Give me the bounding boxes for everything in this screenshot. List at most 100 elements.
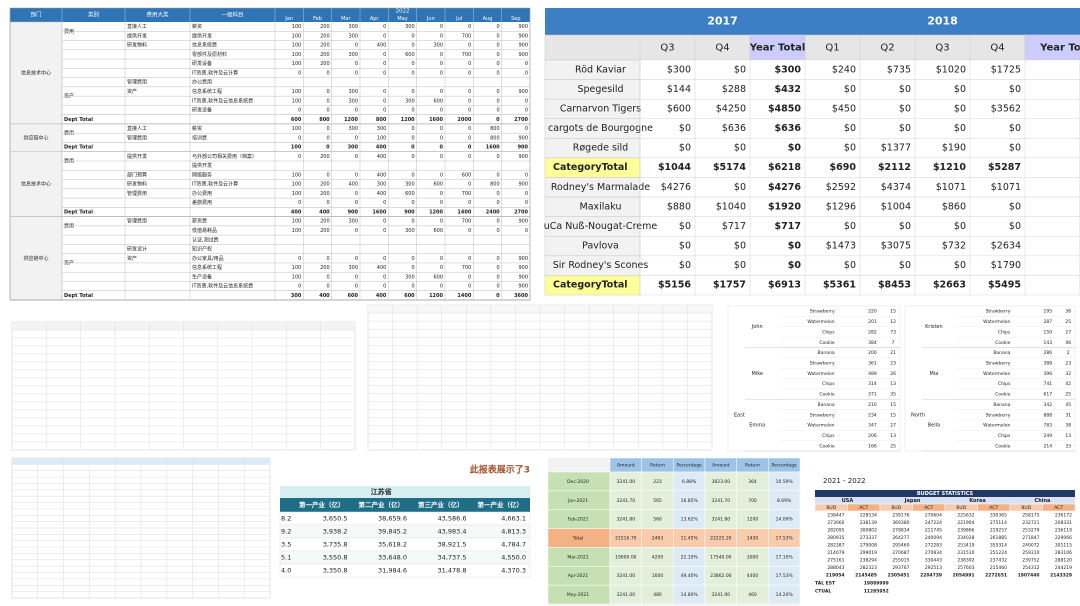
cell-text: 0 bbox=[411, 43, 414, 49]
cell-text: 0 bbox=[326, 200, 329, 206]
row-label: Pavlova bbox=[582, 241, 619, 252]
cell-text: 33,648.0 bbox=[378, 554, 407, 562]
cell-text: 300 bbox=[405, 24, 415, 30]
quarter-label: Q2 bbox=[880, 43, 894, 54]
cell-text: 35,618.2 bbox=[378, 541, 407, 549]
row-label: Dec-2020 bbox=[567, 479, 589, 485]
cell-text: 零部件及原材料 bbox=[192, 51, 227, 58]
cell-text: 195 bbox=[1044, 309, 1053, 315]
cell-text: 900 bbox=[518, 89, 528, 95]
column-header: Return bbox=[745, 463, 760, 469]
row-label: Total bbox=[572, 536, 584, 542]
cell-text: 1430 bbox=[747, 536, 759, 542]
cell-text: 200 bbox=[320, 52, 330, 58]
cell-text: 0 bbox=[298, 200, 301, 206]
region-label: North bbox=[911, 412, 925, 418]
value: $1071 bbox=[991, 182, 1021, 193]
cell-text: 0 bbox=[440, 135, 443, 141]
value: $432 bbox=[775, 84, 801, 95]
cell-text: 0 bbox=[355, 256, 358, 262]
cell-text: 0 bbox=[440, 219, 443, 225]
cell-text: 0 bbox=[355, 154, 358, 160]
cell-text: 0 bbox=[411, 135, 414, 141]
cell-text: 0 bbox=[411, 154, 414, 160]
value: $0 bbox=[679, 241, 691, 252]
cell-text: 388 bbox=[1044, 360, 1053, 366]
total-value: 0 bbox=[326, 145, 330, 151]
cell-text: 0 bbox=[468, 126, 471, 132]
total-value: 0 bbox=[496, 117, 500, 123]
cell-text: 0 bbox=[326, 256, 329, 262]
cell-text: 282095 bbox=[827, 528, 844, 534]
cell-text: 0 bbox=[496, 70, 499, 76]
cell-text: 700 bbox=[462, 191, 472, 197]
cell-text: 0 bbox=[298, 108, 301, 114]
cell-text: 资产 bbox=[127, 88, 137, 95]
value: $0 bbox=[679, 221, 691, 232]
value: $1071 bbox=[936, 182, 966, 193]
row-label: Feb-2021 bbox=[567, 517, 588, 523]
cell-text: 900 bbox=[518, 154, 528, 160]
cell-text: 4,813.3 bbox=[501, 528, 526, 536]
cell-text: Banana bbox=[818, 402, 835, 408]
row-stub: 3.5 bbox=[281, 541, 291, 549]
cell-text: 27 bbox=[1065, 329, 1071, 335]
cell-text: 17.53% bbox=[776, 573, 794, 579]
cell-text: 330365 bbox=[990, 513, 1007, 519]
region-label: East bbox=[734, 412, 745, 418]
value: $1040 bbox=[716, 201, 746, 212]
cell-text: Banana bbox=[818, 350, 835, 356]
cell-text: 257603 bbox=[957, 565, 974, 571]
value: $735 bbox=[887, 64, 911, 75]
total-value: 1400 bbox=[457, 293, 471, 299]
cell-text: 223 bbox=[653, 479, 662, 485]
cell-text: 100 bbox=[292, 61, 302, 67]
total-value: 2143329 bbox=[1050, 573, 1072, 579]
cell-text: 0 bbox=[525, 172, 528, 178]
cell-text: 560 bbox=[653, 517, 662, 523]
value: $0 bbox=[844, 123, 856, 134]
cell-text: 900 bbox=[518, 135, 528, 141]
value: $4276 bbox=[661, 182, 691, 193]
value: $0 bbox=[899, 84, 911, 95]
cell-text: 292513 bbox=[925, 565, 942, 571]
cell-text: Watermelon bbox=[983, 319, 1010, 325]
cell-text: Strawberry bbox=[986, 309, 1011, 315]
quarter-label: Q1 bbox=[825, 43, 839, 54]
cell-text: 384 bbox=[868, 340, 877, 346]
cell-text: 39,845.2 bbox=[378, 528, 407, 536]
cell-text: 300 bbox=[377, 182, 387, 188]
value: $0 bbox=[899, 123, 911, 134]
cell-text: 355314 bbox=[990, 543, 1007, 549]
person-label: John bbox=[751, 324, 763, 330]
cell-text: 460 bbox=[748, 592, 757, 598]
cell-text: 900 bbox=[518, 182, 528, 188]
cell-text: 13 bbox=[1065, 433, 1071, 439]
cell-text: 17.53% bbox=[776, 536, 794, 542]
total-label: Dept Total bbox=[64, 117, 93, 123]
cell-text: 薪资费 bbox=[192, 218, 207, 225]
cell-text: 254312 bbox=[1022, 565, 1039, 571]
cell-text: 23862.00 bbox=[710, 573, 732, 579]
quarter-label: Q4 bbox=[990, 43, 1004, 54]
cell-text: 900 bbox=[518, 24, 528, 30]
total-value: 2400 bbox=[486, 209, 500, 215]
cell-text: 3,938.2 bbox=[323, 528, 348, 536]
cell-text: 8.69% bbox=[777, 498, 792, 504]
cell-text: 300 bbox=[348, 98, 358, 104]
cell-text: 239176 bbox=[892, 513, 909, 519]
dept-cell bbox=[9, 123, 63, 152]
cell-text: 研发设备 bbox=[192, 107, 212, 114]
cell-text: 300 bbox=[348, 52, 358, 58]
cell-text: 0 bbox=[411, 219, 414, 225]
cell-text: 3241.70 bbox=[712, 498, 731, 504]
cell-text: 0 bbox=[383, 284, 386, 290]
dept-cell bbox=[9, 151, 63, 217]
cell-text: Cookie bbox=[995, 392, 1011, 398]
value: $300 bbox=[775, 64, 802, 75]
cell-text: 300 bbox=[433, 43, 443, 49]
cell-text: 288120 bbox=[1055, 558, 1072, 564]
cell-text: 38,921.5 bbox=[438, 541, 467, 549]
cell-text: 3,550.8 bbox=[323, 554, 348, 562]
cell-text: 0 bbox=[440, 70, 443, 76]
